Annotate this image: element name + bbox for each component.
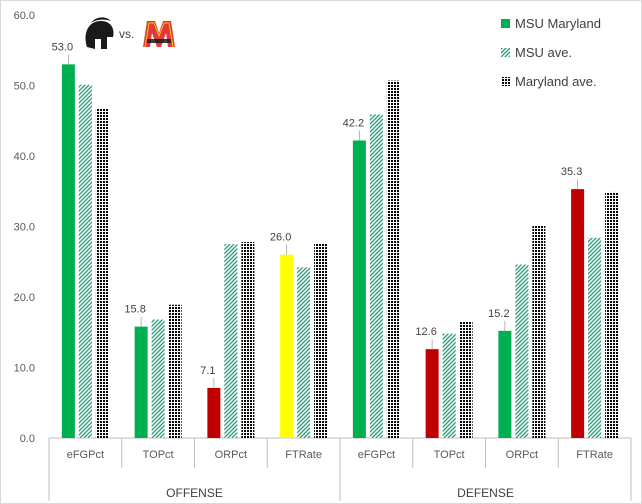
bar-msu-maryland-efgpct	[352, 140, 366, 439]
bar-msu-maryland-topct	[425, 349, 439, 438]
y-tick-label: 40.0	[14, 151, 35, 163]
bar-maryland-ave--topct	[459, 321, 473, 438]
data-label: 42.2	[343, 117, 364, 129]
bar-msu-ave--ftrate	[297, 267, 311, 438]
x-tick-label: FTRate	[576, 449, 613, 461]
legend-swatch-2	[501, 77, 510, 86]
y-tick-label: 20.0	[14, 292, 35, 304]
bar-msu-ave--orpct	[224, 244, 238, 438]
y-tick-label: 60.0	[14, 10, 35, 22]
bar-maryland-ave--efgpct	[95, 108, 109, 438]
x-tick-label: TOPct	[434, 449, 465, 461]
bar-msu-ave--efgpct	[369, 114, 383, 438]
bar-msu-maryland-topct	[134, 326, 148, 438]
legend-label: Maryland ave.	[515, 74, 597, 89]
data-label: 15.8	[124, 304, 145, 316]
bar-maryland-ave--ftrate	[314, 243, 328, 438]
x-tick-label: FTRate	[285, 449, 322, 461]
y-tick-label: 0.0	[20, 433, 35, 445]
bar-maryland-ave--topct	[168, 304, 182, 438]
data-label: 26.0	[270, 232, 291, 244]
bar-maryland-ave--orpct	[532, 225, 546, 438]
legend-label: MSU ave.	[515, 45, 572, 60]
bar-msu-maryland-orpct	[207, 387, 221, 438]
legend-swatch-0	[501, 19, 510, 28]
y-tick-label: 50.0	[14, 81, 35, 93]
bar-maryland-ave--orpct	[241, 242, 255, 438]
bar-msu-ave--efgpct	[78, 84, 92, 439]
bar-maryland-ave--efgpct	[386, 80, 400, 438]
group-label-defense: DEFENSE	[457, 486, 514, 500]
bar-msu-ave--ftrate	[588, 237, 602, 438]
bar-msu-maryland-ftrate	[571, 189, 585, 438]
bar-maryland-ave--ftrate	[605, 191, 619, 438]
bar-msu-maryland-orpct	[498, 330, 512, 438]
legend-label: MSU Maryland	[515, 16, 601, 31]
matchup-logos	[81, 15, 181, 55]
x-tick-label: eFGPct	[67, 449, 104, 461]
bar-msu-ave--topct	[442, 333, 456, 438]
x-tick-label: eFGPct	[358, 449, 395, 461]
data-label: 12.6	[415, 326, 436, 338]
x-tick-label: ORPct	[506, 449, 538, 461]
data-label: 7.1	[200, 365, 215, 377]
y-tick-label: 30.0	[14, 222, 35, 234]
x-tick-label: ORPct	[215, 449, 247, 461]
legend-swatch-1	[501, 48, 510, 57]
group-label-offense: OFFENSE	[166, 486, 223, 500]
bar-msu-maryland-ftrate	[280, 254, 294, 438]
x-tick-label: TOPct	[143, 449, 174, 461]
vs-label: vs.	[119, 27, 135, 41]
bar-msu-ave--topct	[151, 319, 165, 438]
data-label: 53.0	[52, 41, 73, 53]
maryland-m-icon	[143, 21, 175, 48]
data-label: 15.2	[488, 308, 509, 320]
data-label: 35.3	[561, 166, 582, 178]
bar-msu-ave--orpct	[515, 264, 529, 438]
y-tick-label: 10.0	[14, 363, 35, 375]
spartan-helmet-icon	[85, 17, 114, 49]
bar-msu-maryland-efgpct	[61, 64, 75, 438]
